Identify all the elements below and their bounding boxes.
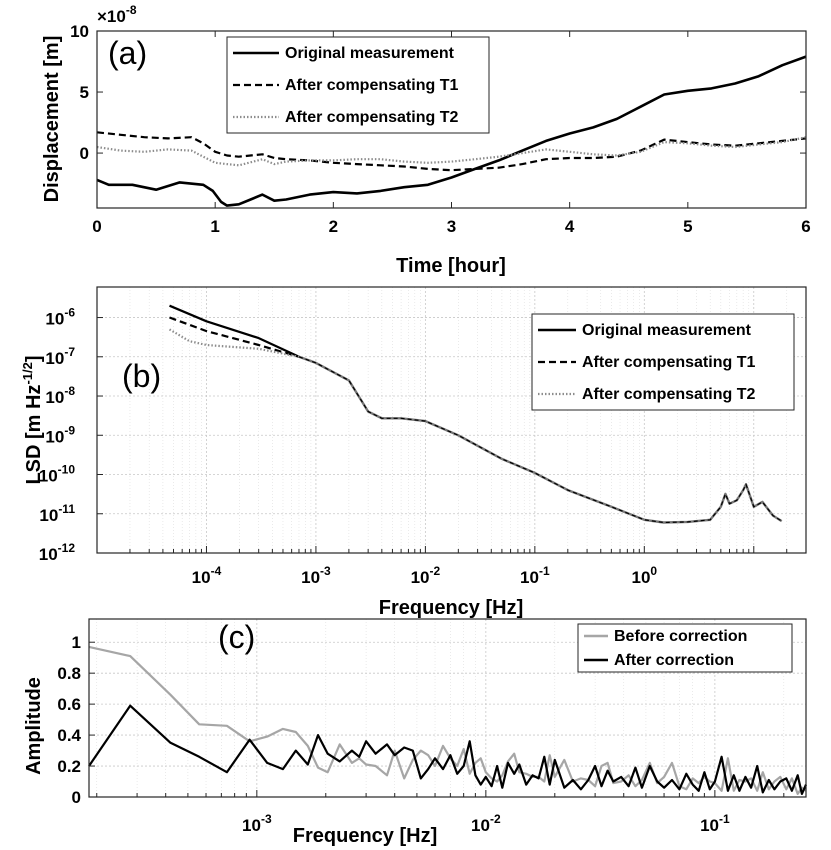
panel-a-legend-entry-0: Original measurement [285,45,455,62]
panel-b-ytick-0: 10-12 [39,541,76,564]
panel-c-frame [88,618,807,798]
panel-c-ytick-2: 0.4 [57,726,81,745]
panel-c-xtick-2-exp: -1 [719,812,730,826]
panel-b-xtick-3-exp: -1 [539,564,550,578]
panel-a-exponent: ×10-8 [97,3,137,26]
panel-b-legend-entry-2: After compensating T2 [582,386,755,403]
panel-c-series-1 [88,704,808,795]
panel-a-ylabel: Displacement [m] [41,36,63,203]
panel-b-ytick-1-base: 10 [39,506,58,525]
panel-b-series-1 [169,316,300,358]
panel-b-ylabel: LSD [m Hz-1/2] [20,355,45,484]
panel-b-legend-entry-1: After compensating T1 [582,354,755,371]
panel-b-ytick-3: 10-9 [45,423,75,446]
panel-b-xtick-3: 10-1 [520,564,550,587]
panel-b-xtick-3-base: 10 [520,568,539,587]
panel-a-label: (a) [108,35,147,71]
panel-b-ytick-2-exp: -10 [58,463,76,477]
panel-a-legend: Original measurement After compensating T… [226,36,490,134]
panel-b-ytick-4: 10-8 [45,384,75,407]
panel-b-xtick-4: 100 [632,564,658,587]
panel-a-legend-entry-2: After compensating T2 [285,109,458,126]
panel-b-series-2 [168,328,300,358]
panel-b-ytick-5: 10-7 [45,345,75,368]
panel-c-xtick-2-base: 10 [700,816,719,835]
panel-a-xtick-3: 3 [447,217,456,236]
panel-c-xlabel: Frequency [Hz] [293,825,437,847]
panel-a-ytick-0: 0 [80,144,89,163]
panel-c-xtick-1: 10-2 [471,812,501,835]
panel-c-xtick-2: 10-1 [700,812,730,835]
panel-c-xtick-0-base: 10 [242,816,261,835]
panel-b-ytick-5-exp: -7 [64,345,75,359]
panel-a-xtick-5: 5 [683,217,692,236]
panel-b-xtick-4-exp: 0 [650,564,657,578]
panel-b-ytick-3-exp: -9 [64,423,75,437]
panel-a-legend-entry-1: After compensating T1 [285,77,458,94]
panel-c-series-0 [88,645,807,795]
panel-c-ytick-0: 0 [72,788,81,807]
panel-b-ytick-1: 10-11 [39,502,75,525]
panel-a-series-0 [96,55,807,207]
panel-c-legend-entry-0: Before correction [614,628,747,645]
panel-b-ytick-2-base: 10 [39,467,58,486]
panel-c-label: (c) [218,619,255,655]
panel-a-xlabel: Time [hour] [396,255,506,277]
panel-c-ytick-1: 0.2 [57,757,81,776]
panel-a-xtick-1: 1 [210,217,219,236]
panel-b-xtick-2: 10-2 [411,564,441,587]
panel-a: 0 1 2 3 4 5 6 0 5 10 ×10-8 (a) Time [hour] Displa… [41,3,811,277]
panel-b-ytick-6-base: 10 [45,310,64,329]
panel-b-ytick-3-base: 10 [45,427,64,446]
panel-c-ytick-3: 0.6 [57,695,81,714]
panel-b-ytick-2: 10-10 [39,463,76,486]
panel-c-ylabel: Amplitude [23,677,45,775]
panel-b-legend-entry-0: Original measurement [582,322,752,339]
panel-b-legend: Original measurement After compensating T… [531,313,795,411]
panel-a-series-2 [96,136,807,167]
panel-a-xtick-2: 2 [329,217,338,236]
panel-c-xtick-1-base: 10 [471,816,490,835]
panel-a-ytick-2: 10 [70,22,89,41]
panel-b-ytick-0-base: 10 [39,545,58,564]
panel-b-ytick-4-exp: -8 [64,384,75,398]
panel-a-xtick-4: 4 [565,217,575,236]
panel-c-legend-entry-1: After correction [614,652,734,669]
panel-b-ytick-5-base: 10 [45,349,64,368]
panel-c-xtick-0-exp: -3 [261,812,272,826]
panel-c-legend: Before correction After correction [577,623,793,673]
panel-b-xtick-1-exp: -3 [320,564,331,578]
panel-b-series-0 [169,304,300,358]
panel-a-series-1 [96,131,807,172]
panel-a-xtick-0: 0 [92,217,101,236]
panel-b-label: (b) [122,358,161,394]
panel-b-xtick-1-base: 10 [301,568,320,587]
panel-b-xtick-0-base: 10 [192,568,211,587]
panel-b-xlabel: Frequency [Hz] [379,597,523,619]
panel-b-ytick-1-exp: -11 [58,502,75,516]
panel-b-xtick-2-base: 10 [411,568,430,587]
panel-c-ytick-5: 1 [72,633,81,652]
panel-c-ytick-4: 0.8 [57,664,81,683]
panel-a-ytick-1: 5 [80,83,89,102]
panel-b-series-overlay [298,356,783,524]
panel-a-xtick-6: 6 [801,217,810,236]
panel-b-xtick-1: 10-3 [301,564,331,587]
panel-c-legend-box [577,623,793,673]
panel-b-ytick-0-exp: -12 [58,541,76,555]
panel-b-ytick-4-base: 10 [45,388,64,407]
panel-c-xtick-0: 10-3 [242,812,272,835]
panel-b-xtick-0-exp: -4 [211,564,222,578]
panel-b-frame [96,286,807,554]
panel-b-xtick-2-exp: -2 [430,564,441,578]
panel-c-xtick-1-exp: -2 [490,812,501,826]
panel-b-xtick-4-base: 10 [632,568,651,587]
panel-b-ytick-6: 10-6 [45,306,75,329]
panel-b-xtick-0: 10-4 [192,564,222,587]
panel-b-ytick-6-exp: -6 [64,306,75,320]
